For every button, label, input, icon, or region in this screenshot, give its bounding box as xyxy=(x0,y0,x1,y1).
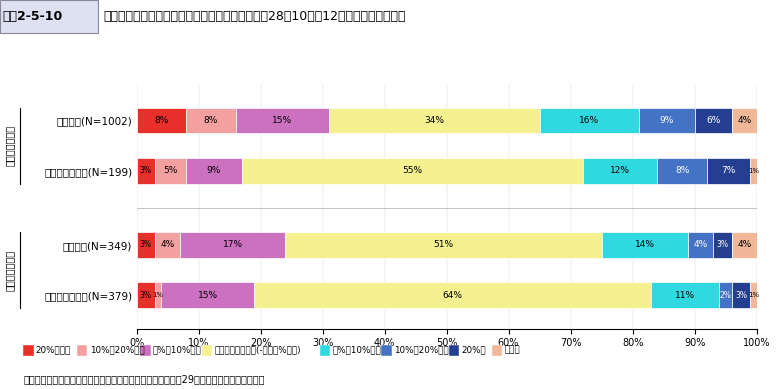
Text: 3%: 3% xyxy=(717,240,729,249)
Text: 1%: 1% xyxy=(748,292,759,298)
Text: 無回答: 無回答 xyxy=(505,345,520,355)
Bar xyxy=(136,108,186,133)
Bar xyxy=(136,232,155,258)
Bar xyxy=(601,232,689,258)
Text: 11%: 11% xyxy=(675,291,695,300)
Text: 15%: 15% xyxy=(272,116,292,125)
Text: 4%: 4% xyxy=(737,240,751,249)
Text: 出典：「企業の事業継続に関する熊本地震の影響調査（平成29年６月）」より内閣府作成: 出典：「企業の事業継続に関する熊本地震の影響調査（平成29年６月）」より内閣府作… xyxy=(23,374,265,384)
Bar xyxy=(285,232,601,258)
Bar xyxy=(236,108,328,133)
Bar xyxy=(186,108,236,133)
Bar xyxy=(732,282,750,308)
Text: 6%: 6% xyxy=(706,116,721,125)
Bar xyxy=(155,158,186,184)
Text: 被災地域の企業: 被災地域の企業 xyxy=(5,125,14,166)
Bar xyxy=(695,108,732,133)
Text: 5%: 5% xyxy=(164,166,178,175)
Text: 9%: 9% xyxy=(207,166,222,175)
Bar xyxy=(186,158,242,184)
Text: 3%: 3% xyxy=(140,240,152,249)
Bar xyxy=(540,108,639,133)
Bar xyxy=(750,158,757,184)
Text: 51%: 51% xyxy=(434,240,453,249)
Bar xyxy=(750,282,757,308)
Text: 8%: 8% xyxy=(204,116,218,125)
Bar xyxy=(242,158,583,184)
Text: 3%: 3% xyxy=(140,166,152,175)
Text: 55%: 55% xyxy=(402,166,423,175)
Bar xyxy=(180,232,285,258)
Text: 34%: 34% xyxy=(424,116,444,125)
Text: 10%～20%減少: 10%～20%減少 xyxy=(90,345,144,355)
Text: 7%: 7% xyxy=(722,166,736,175)
Bar xyxy=(155,232,180,258)
Bar xyxy=(713,232,732,258)
Bar xyxy=(658,158,707,184)
Text: 2%: 2% xyxy=(720,291,732,300)
Text: １%～10%増加: １%～10%増加 xyxy=(332,345,381,355)
Bar xyxy=(254,282,651,308)
Bar xyxy=(719,282,732,308)
Bar xyxy=(136,158,155,184)
Text: 20%～: 20%～ xyxy=(461,345,486,355)
Text: 3%: 3% xyxy=(735,291,747,300)
Text: 8%: 8% xyxy=(154,116,168,125)
Bar xyxy=(732,108,757,133)
Text: 3%: 3% xyxy=(140,291,152,300)
Bar xyxy=(583,158,658,184)
Text: 4%: 4% xyxy=(737,116,751,125)
Bar xyxy=(155,282,161,308)
Text: 「被災地域の企業」と「取引のある企業」の平成28年10月～12月の売上高について: 「被災地域の企業」と「取引のある企業」の平成28年10月～12月の売上高について xyxy=(104,10,406,23)
Text: 20%超減少: 20%超減少 xyxy=(36,345,71,355)
Bar xyxy=(732,232,757,258)
Text: １%～10%減少: １%～10%減少 xyxy=(153,345,202,355)
Text: 10%～20%増加: 10%～20%増加 xyxy=(394,345,448,355)
Text: 4%: 4% xyxy=(161,240,175,249)
Bar xyxy=(689,232,713,258)
Text: 1%: 1% xyxy=(748,168,759,174)
Bar xyxy=(639,108,695,133)
Text: 16%: 16% xyxy=(579,116,599,125)
Text: 64%: 64% xyxy=(443,291,463,300)
Text: 1%: 1% xyxy=(153,292,164,298)
Text: 9%: 9% xyxy=(660,116,674,125)
Text: 17%: 17% xyxy=(222,240,243,249)
Text: 4%: 4% xyxy=(693,240,708,249)
Text: 12%: 12% xyxy=(610,166,630,175)
Text: 図表2-5-10: 図表2-5-10 xyxy=(2,10,62,23)
Bar xyxy=(328,108,540,133)
Text: ほとんど変化なし(-１～１%以内): ほとんど変化なし(-１～１%以内) xyxy=(215,345,301,355)
Bar xyxy=(651,282,719,308)
Text: 取引のある企業: 取引のある企業 xyxy=(5,249,14,291)
Text: 8%: 8% xyxy=(675,166,690,175)
Bar xyxy=(161,282,254,308)
Text: 14%: 14% xyxy=(635,240,655,249)
Text: 15%: 15% xyxy=(198,291,218,300)
Bar xyxy=(136,282,155,308)
Bar xyxy=(707,158,750,184)
